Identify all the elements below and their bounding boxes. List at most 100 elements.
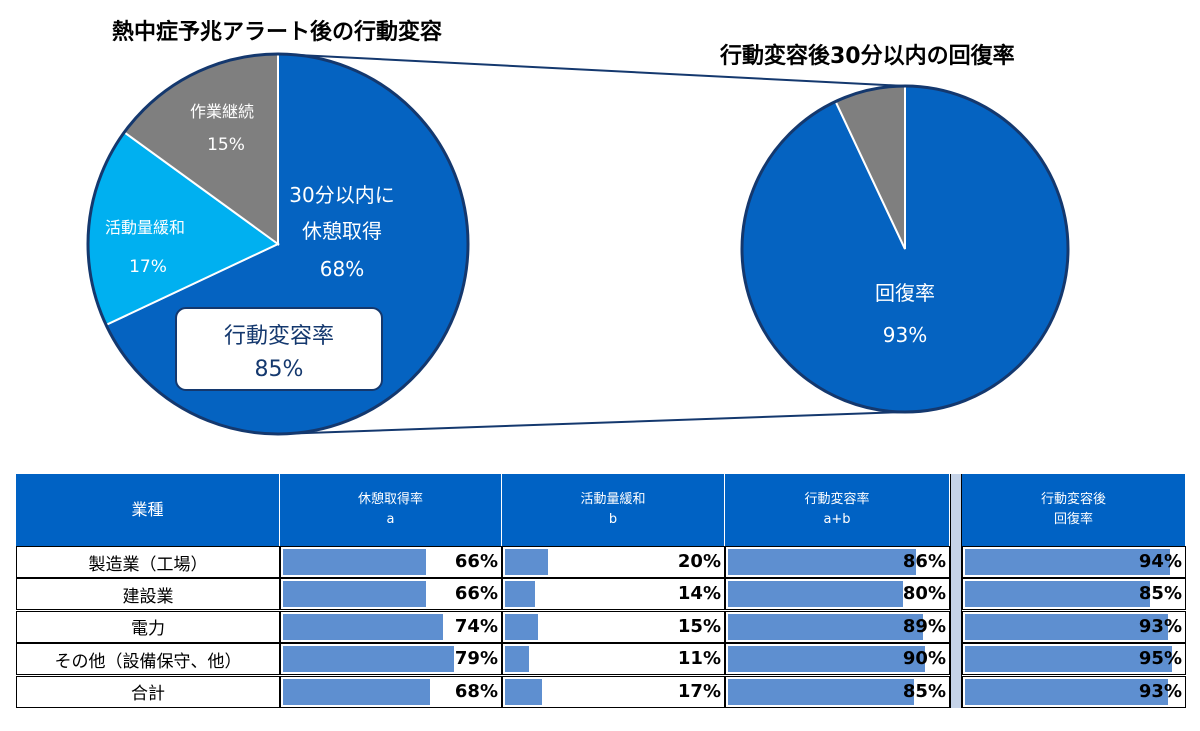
header-recovery-label: 行動変容後 <box>1040 492 1106 507</box>
header-change-rate: 行動変容率 a+b <box>725 474 950 546</box>
value-cell: 95% <box>962 643 1186 676</box>
table-row: 電力 74% 15% 89% 93% <box>16 610 1186 643</box>
value-bar <box>728 646 926 673</box>
value-cell: 11% <box>502 643 725 676</box>
value-cell: 85% <box>725 675 950 708</box>
value-label: 86% <box>902 551 946 572</box>
value-label: 74% <box>454 615 498 637</box>
value-bar <box>283 613 443 640</box>
value-label: 14% <box>677 583 721 605</box>
slice-label-continue: 作業継続 <box>190 102 254 121</box>
connector-line-top <box>277 53 906 87</box>
slice-value-recovery: 93% <box>883 323 927 347</box>
value-cell: 79% <box>280 643 502 676</box>
industry-table: 業種 休憩取得率 a 活動量緩和 b 行動変容率 a+b 行動変容後 回復率 製… <box>16 474 1186 708</box>
value-label: 17% <box>677 680 721 702</box>
value-bar <box>283 646 454 673</box>
column-separator <box>950 474 962 708</box>
value-cell: 80% <box>725 578 950 611</box>
table-row: その他（設備保守、他） 79% 11% 90% 95% <box>16 643 1186 676</box>
value-bar <box>505 549 549 575</box>
header-change-rate-sub: a+b <box>823 512 851 527</box>
slice-value-continue: 15% <box>207 135 245 155</box>
value-cell: 93% <box>962 610 1186 643</box>
value-cell: 94% <box>962 546 1186 578</box>
value-bar <box>728 549 917 575</box>
value-cell: 68% <box>280 675 502 708</box>
value-bar <box>728 613 923 640</box>
header-rest-rate-label: 休憩取得率 <box>357 492 423 507</box>
value-label: 85% <box>902 680 946 702</box>
value-bar <box>965 646 1173 673</box>
left-pie-title: 熱中症予兆アラート後の行動変容 <box>112 20 443 45</box>
value-bar <box>965 678 1168 705</box>
value-bar <box>965 581 1151 608</box>
value-label: 89% <box>902 615 946 637</box>
value-bar <box>965 613 1168 640</box>
header-rest-rate: 休憩取得率 a <box>280 474 502 546</box>
value-cell: 85% <box>962 578 1186 611</box>
value-bar <box>505 581 536 608</box>
header-rest-rate-sub: a <box>386 512 395 527</box>
value-bar <box>728 678 915 705</box>
value-label: 90% <box>902 648 946 670</box>
value-bar <box>505 613 538 640</box>
slice-label-rest-line1: 30分以内に <box>289 183 394 207</box>
value-cell: 20% <box>502 546 725 578</box>
slice-value-activity: 17% <box>129 257 167 277</box>
header-change-rate-label: 行動変容率 <box>804 492 870 507</box>
value-label: 68% <box>454 680 498 702</box>
value-label: 15% <box>677 615 721 637</box>
industry-label: その他（設備保守、他） <box>16 643 280 676</box>
industry-label: 建設業 <box>16 578 280 611</box>
industry-label: 製造業（工場） <box>16 546 280 578</box>
value-label: 94% <box>1138 551 1182 572</box>
value-label: 11% <box>677 648 721 670</box>
header-recovery: 行動変容後 回復率 <box>962 474 1186 546</box>
value-bar <box>283 678 430 705</box>
value-bar <box>283 549 426 575</box>
header-activity-ease-sub: b <box>608 512 618 527</box>
value-cell: 17% <box>502 675 725 708</box>
table-row: 製造業（工場） 66% 20% 86% 94% <box>16 546 1186 578</box>
value-label: 66% <box>454 583 498 605</box>
table-row: 建設業 66% 14% 80% 85% <box>16 578 1186 611</box>
slice-label-rest-line2: 休憩取得 <box>302 219 382 243</box>
value-label: 79% <box>454 648 498 670</box>
value-cell: 66% <box>280 546 502 578</box>
value-bar <box>283 581 426 608</box>
table-row: 合計 68% 17% 85% 93% <box>16 675 1186 708</box>
value-bar <box>965 549 1170 575</box>
value-bar <box>728 581 904 608</box>
slice-label-activity: 活動量緩和 <box>105 218 185 237</box>
value-cell: 74% <box>280 610 502 643</box>
header-activity-ease: 活動量緩和 b <box>502 474 725 546</box>
connector-line-bottom <box>277 411 906 435</box>
value-label: 66% <box>454 551 498 572</box>
callout-box <box>175 307 383 391</box>
value-cell: 15% <box>502 610 725 643</box>
value-cell: 86% <box>725 546 950 578</box>
header-industry: 業種 <box>16 474 280 546</box>
callout-value: 85% <box>255 357 304 382</box>
right-pie-outline <box>740 84 1070 414</box>
value-label: 85% <box>1138 583 1182 605</box>
header-activity-ease-label: 活動量緩和 <box>580 492 646 507</box>
industry-label: 合計 <box>16 675 280 708</box>
right-pie-title: 行動変容後30分以内の回復率 <box>720 44 1015 69</box>
value-cell: 90% <box>725 643 950 676</box>
header-industry-label: 業種 <box>131 500 164 519</box>
value-label: 20% <box>677 551 721 572</box>
value-cell: 14% <box>502 578 725 611</box>
value-label: 80% <box>902 583 946 605</box>
value-label: 93% <box>1138 680 1182 702</box>
callout-label: 行動変容率 <box>224 324 334 349</box>
left-pie-outline <box>86 52 470 436</box>
industry-label: 電力 <box>16 610 280 643</box>
value-cell: 66% <box>280 578 502 611</box>
value-bar <box>505 646 529 673</box>
value-bar <box>505 678 542 705</box>
value-label: 95% <box>1138 648 1182 670</box>
